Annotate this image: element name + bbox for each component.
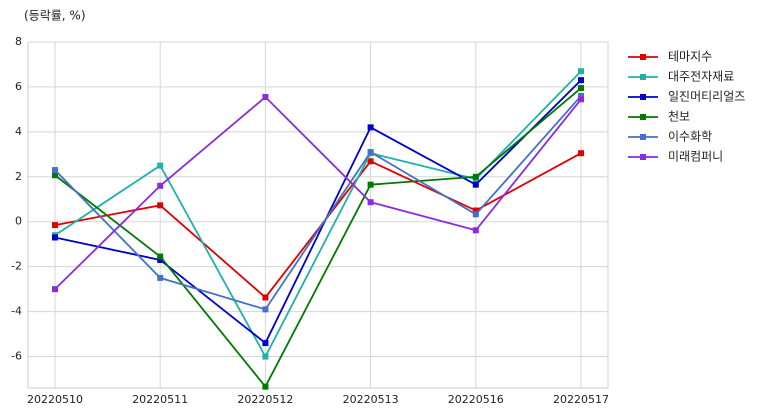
point-marker: [157, 162, 164, 169]
legend-label: 대주전자재료: [668, 70, 734, 84]
point-marker: [578, 92, 584, 99]
point-marker: [262, 340, 269, 347]
point-marker: [578, 150, 584, 157]
y-tick-label: 2: [15, 170, 22, 183]
y-tick-label: 6: [15, 80, 22, 93]
legend-marker: [640, 54, 646, 60]
point-marker: [367, 149, 374, 156]
legend-marker: [640, 94, 646, 100]
point-marker: [472, 227, 479, 234]
point-marker: [157, 274, 164, 281]
y-tick-label: 8: [15, 35, 22, 48]
y-tick-label: 0: [15, 215, 22, 228]
x-tick-label: 20220511: [132, 393, 188, 406]
point-marker: [578, 77, 584, 84]
point-marker: [578, 85, 584, 92]
point-marker: [367, 199, 374, 206]
y-tick-label: 4: [15, 125, 22, 138]
point-marker: [52, 222, 58, 229]
point-marker: [52, 172, 58, 179]
point-marker: [157, 253, 164, 260]
x-tick-label: 20220512: [237, 393, 293, 406]
x-tick-label: 20220510: [27, 393, 83, 406]
series-line: [54, 152, 582, 299]
plot-frame: [27, 41, 609, 389]
legend-label: 천보: [668, 109, 690, 124]
point-marker: [367, 158, 374, 165]
point-marker: [578, 96, 584, 103]
x-tick-label: 20220516: [448, 393, 504, 406]
chart-title: (등락률, %): [24, 9, 86, 23]
y-tick-label: -6: [11, 350, 22, 363]
legend-label: 이수화학: [668, 130, 712, 144]
point-marker: [157, 202, 164, 209]
legend-marker: [640, 114, 646, 120]
series-line: [54, 95, 582, 290]
point-marker: [262, 383, 269, 390]
series-line: [54, 87, 582, 389]
point-marker: [578, 68, 584, 75]
legend-label: 테마지수: [668, 50, 712, 64]
point-marker: [472, 211, 479, 218]
point-marker: [472, 173, 479, 180]
series-line: [54, 79, 582, 345]
legend-marker: [640, 74, 646, 80]
x-tick-label: 20220517: [553, 393, 609, 406]
y-tick-label: -4: [11, 305, 22, 318]
point-marker: [52, 234, 58, 241]
point-marker: [367, 181, 374, 188]
point-marker: [262, 94, 269, 101]
x-tick-label: 20220513: [343, 393, 399, 406]
point-marker: [472, 181, 479, 188]
point-marker: [157, 256, 164, 263]
point-marker: [367, 124, 374, 131]
legend-label: 일진머티리얼즈: [668, 90, 745, 104]
legend-marker: [640, 154, 646, 160]
point-marker: [52, 167, 58, 174]
point-marker: [262, 294, 269, 301]
point-marker: [157, 182, 164, 189]
point-marker: [262, 353, 269, 360]
series-line: [54, 70, 582, 359]
y-tick-label: -2: [11, 260, 22, 273]
point-marker: [472, 207, 479, 214]
legend-marker: [640, 134, 646, 140]
legend-label: 미래컴퍼니: [668, 150, 723, 164]
point-marker: [52, 286, 58, 293]
point-marker: [262, 306, 269, 313]
series-line: [54, 95, 582, 311]
